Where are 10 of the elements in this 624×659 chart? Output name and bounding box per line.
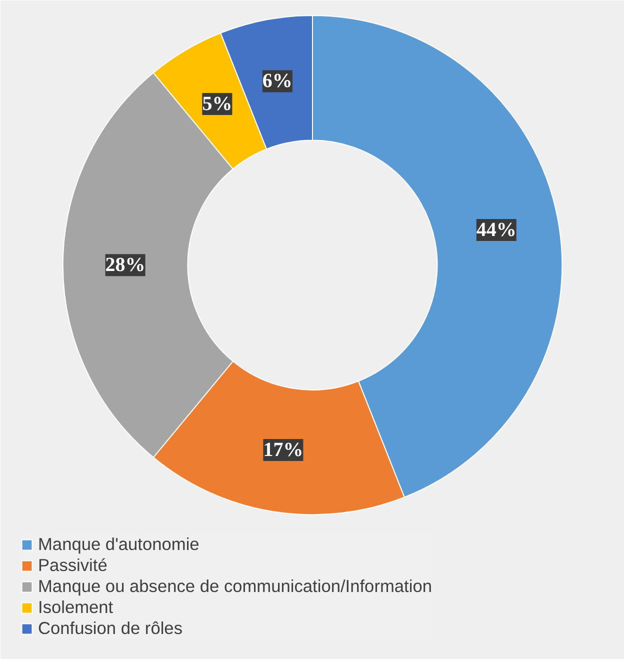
legend-label: Confusion de rôles [38,618,182,639]
data-label: 5% [202,92,232,115]
data-label: 28% [105,254,146,276]
data-label: 17% [263,439,304,462]
data-label: 6% [262,70,292,92]
legend-label: Manque ou absence de communication/Information [38,576,432,597]
legend-label: Isolement [38,597,114,618]
legend-label: Passivité [38,555,108,576]
data-label: 44% [476,219,516,242]
legend-label: Manque d'autonomie [38,534,200,555]
